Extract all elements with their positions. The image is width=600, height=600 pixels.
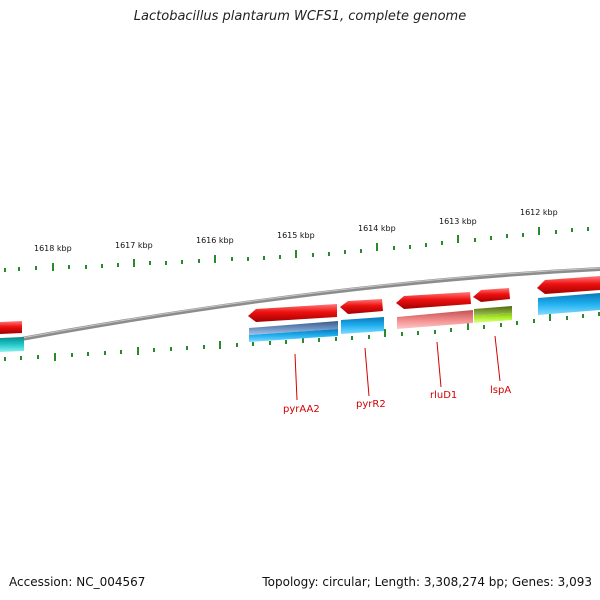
cds-feature-lspA[interactable] xyxy=(473,288,510,302)
map-title: Lactobacillus plantarum WCFS1, complete … xyxy=(133,9,467,24)
genome-backbone xyxy=(0,267,600,345)
cds-feature-right[interactable] xyxy=(537,276,600,294)
inner-scale-ticks xyxy=(4,312,600,361)
scale-label-1615: 1615 kbp xyxy=(277,231,315,240)
cog-feature-lspA-a[interactable] xyxy=(474,306,512,316)
cds-feature-pyrR2[interactable] xyxy=(340,299,383,314)
scale-label-1614: 1614 kbp xyxy=(358,224,396,233)
genome-backbone-highlight xyxy=(0,267,600,343)
accession-text: Accession: NC_004567 xyxy=(9,575,146,589)
gene-label-pyrAA2[interactable]: pyrAA2 xyxy=(283,404,320,415)
cog-feature-rluD1[interactable] xyxy=(397,310,473,329)
topology-text: Topology: circular; Length: 3,308,274 bp… xyxy=(262,575,592,589)
cog-track xyxy=(0,293,600,352)
cds-feature-left[interactable] xyxy=(0,321,22,334)
scale-label-1612: 1612 kbp xyxy=(520,208,558,217)
gene-label-pyrR2[interactable]: pyrR2 xyxy=(356,399,386,410)
cog-feature-pyrAA2-b[interactable] xyxy=(249,329,338,342)
gene-label-lines xyxy=(294,335,501,401)
outer-scale-ticks xyxy=(4,227,589,272)
cog-feature-right[interactable] xyxy=(538,293,600,315)
scale-label-1616: 1616 kbp xyxy=(196,236,234,245)
cds-feature-rluD1[interactable] xyxy=(396,292,471,309)
cog-feature-lspA-b[interactable] xyxy=(474,313,512,323)
cog-feature-left[interactable] xyxy=(0,337,24,352)
gene-label-lspA[interactable]: lspA xyxy=(490,385,511,396)
scale-label-1617: 1617 kbp xyxy=(115,241,153,250)
scale-label-1613: 1613 kbp xyxy=(439,217,477,226)
gene-label-rluD1[interactable]: rluD1 xyxy=(430,390,457,401)
cds-feature-pyrAA2[interactable] xyxy=(248,304,337,322)
cog-feature-pyrAA2-a[interactable] xyxy=(249,321,338,335)
cds-track xyxy=(0,276,600,334)
scale-label-1618: 1618 kbp xyxy=(34,244,72,253)
cog-feature-pyrR2[interactable] xyxy=(341,317,384,334)
